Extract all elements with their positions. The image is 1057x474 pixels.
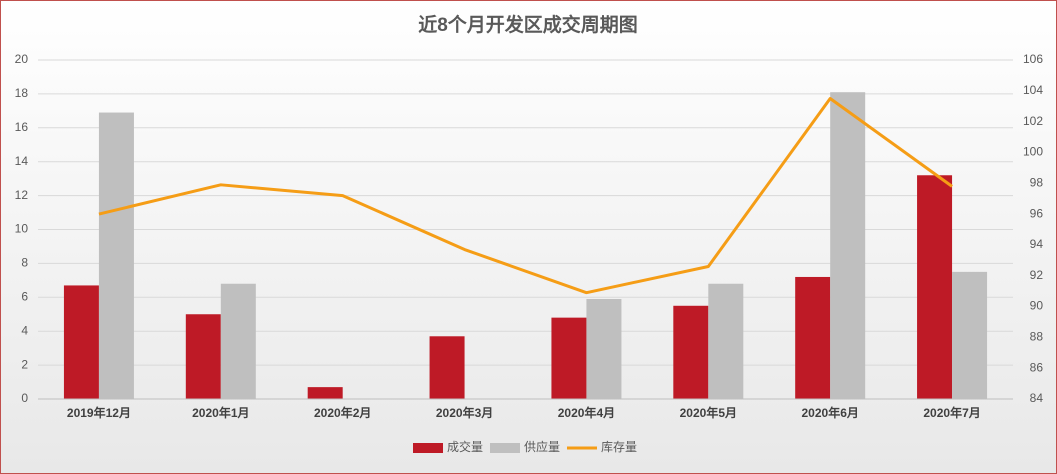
y-tick-label: 20 (15, 52, 29, 66)
y-tick-label: 12 (15, 188, 29, 202)
bar (795, 276, 831, 399)
y2-tick-label: 104 (1023, 83, 1043, 97)
x-tick-label: 2019年12月 (67, 405, 131, 420)
bar (429, 336, 465, 399)
bar (220, 283, 256, 399)
bar (917, 175, 953, 399)
y-tick-label: 14 (15, 154, 29, 168)
y-tick-label: 6 (21, 289, 28, 303)
y2-tick-label: 90 (1030, 299, 1044, 313)
y-tick-label: 2 (21, 357, 28, 371)
bar (586, 298, 622, 399)
bar (63, 285, 99, 399)
y2-tick-label: 106 (1023, 52, 1043, 66)
legend-label: 成交量 (447, 439, 483, 454)
bar (673, 305, 709, 399)
y-tick-label: 18 (15, 86, 29, 100)
y2-tick-label: 98 (1030, 175, 1044, 189)
bar (708, 283, 744, 399)
x-tick-label: 2020年2月 (314, 405, 371, 420)
bar (98, 112, 134, 400)
legend-label: 供应量 (524, 439, 560, 454)
y2-tick-label: 84 (1030, 391, 1044, 405)
line (98, 97, 953, 295)
x-tick-label: 2020年6月 (802, 405, 859, 420)
legend-swatch (413, 443, 443, 453)
x-tick-label: 2020年4月 (558, 405, 615, 420)
y-tick-label: 4 (21, 323, 28, 337)
x-tick-label: 2020年3月 (436, 405, 493, 420)
legend-swatch (490, 443, 520, 453)
x-tick-label: 2020年5月 (680, 405, 737, 420)
bar (551, 317, 587, 399)
bar (952, 271, 988, 399)
y2-tick-label: 100 (1023, 145, 1043, 159)
y-tick-label: 16 (15, 120, 29, 134)
legend-label: 库存量 (601, 439, 637, 454)
y2-tick-label: 86 (1030, 360, 1044, 374)
x-tick-label: 2020年1月 (192, 405, 249, 420)
y2-tick-label: 96 (1030, 206, 1044, 220)
y-tick-label: 8 (21, 256, 28, 270)
y-tick-label: 10 (15, 222, 29, 236)
y2-tick-label: 94 (1030, 237, 1044, 251)
y2-tick-label: 102 (1023, 114, 1043, 128)
y2-tick-label: 92 (1030, 268, 1044, 282)
chart-title: 近8个月开发区成交周期图 (418, 13, 638, 36)
bar (307, 387, 343, 399)
bar (185, 314, 221, 399)
y-tick-label: 0 (21, 391, 28, 405)
y2-tick-label: 88 (1030, 330, 1044, 344)
bar (830, 92, 866, 399)
x-tick-label: 2020年7月 (923, 405, 980, 420)
